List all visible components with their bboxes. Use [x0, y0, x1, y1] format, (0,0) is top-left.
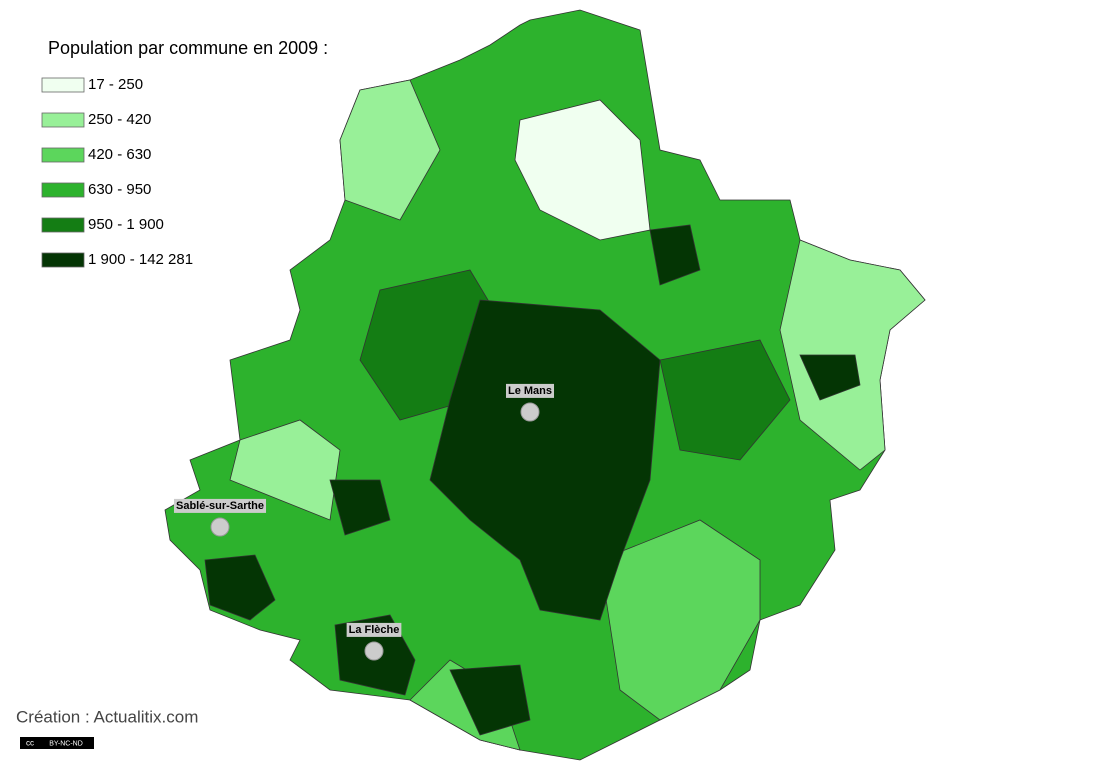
legend-swatch — [41, 77, 85, 93]
zone-light — [339, 79, 441, 221]
legend-swatch — [41, 112, 85, 128]
city-label-bg — [173, 498, 267, 513]
zone-urban — [204, 554, 276, 621]
legend-swatch — [41, 182, 85, 198]
city-label: Sablé-sur-Sarthe — [176, 500, 264, 512]
legend: 17 - 250 250 - 420 420 - 630 630 - 950 950 -… — [41, 76, 193, 268]
legend-title: Population par commune en 2009 : — [48, 38, 328, 58]
license-cc: cc — [26, 739, 34, 748]
legend-label: 950 - 1 900 — [88, 216, 164, 233]
city-marker — [210, 517, 230, 537]
legend-swatch — [41, 147, 85, 163]
zone-light — [514, 99, 651, 241]
zone-urban — [649, 224, 701, 286]
cities: Le Mans Sablé-sur-Sarthe La Flèche — [173, 383, 555, 661]
legend-label: 17 - 250 — [88, 76, 143, 93]
zone-dark — [659, 339, 791, 461]
legend-swatch — [41, 252, 85, 268]
zone-urban — [799, 354, 861, 401]
legend-label: 1 900 - 142 281 — [88, 251, 193, 268]
city-label-bg — [346, 622, 402, 637]
zone-urban — [449, 664, 531, 736]
city-marker — [520, 402, 540, 422]
city-label: Le Mans — [508, 385, 552, 397]
zone-light — [229, 419, 341, 521]
legend-swatch — [41, 217, 85, 233]
legend-label: 420 - 630 — [88, 146, 151, 163]
credit: Création : Actualitix.com — [16, 707, 198, 726]
license-terms: BY-NC-ND — [49, 740, 83, 747]
city-label-bg — [505, 383, 555, 398]
city-marker — [364, 641, 384, 661]
department-map — [164, 9, 926, 761]
city-label: La Flèche — [349, 624, 400, 636]
legend-label: 630 - 950 — [88, 181, 151, 198]
zone-urban — [329, 479, 391, 536]
zone-urban — [429, 299, 661, 621]
zone-mid — [599, 519, 761, 721]
license-badge — [20, 737, 94, 749]
legend-label: 250 - 420 — [88, 111, 151, 128]
